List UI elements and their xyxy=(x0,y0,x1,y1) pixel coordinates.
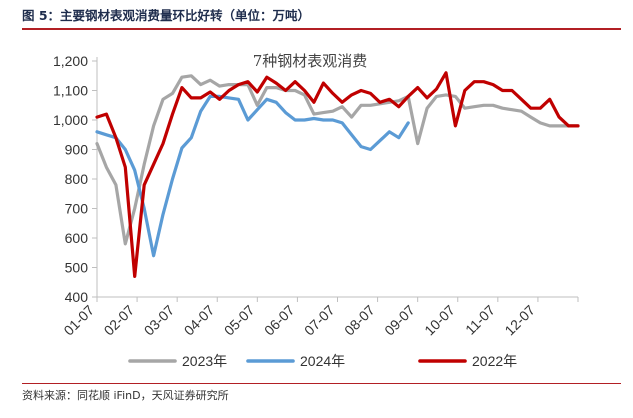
series-line-2023 xyxy=(95,74,580,246)
source-note: 资料来源：同花顺 iFinD，天风证券研究所 xyxy=(22,389,229,402)
y-tick-label: 1,100 xyxy=(53,83,88,99)
y-tick-label: 800 xyxy=(65,171,89,187)
y-tick-label: 1,200 xyxy=(53,53,88,69)
legend-label: 2022年 xyxy=(472,353,517,369)
legend: 2023年 2024年 2022年 xyxy=(128,353,517,369)
x-tick-label: 08-07 xyxy=(341,302,378,339)
y-tick-label: 400 xyxy=(65,289,89,305)
figure-caption: 图 5：主要钢材表观消费量环比好转（单位：万吨） xyxy=(22,8,311,23)
legend-label: 2024年 xyxy=(300,353,345,369)
x-tick-label: 04-07 xyxy=(181,302,218,339)
x-tick-label: 12-07 xyxy=(501,302,538,339)
series-lines xyxy=(95,71,580,278)
series-line-2022 xyxy=(95,71,580,278)
y-tick-label: 500 xyxy=(65,260,89,276)
x-tick-label: 03-07 xyxy=(141,302,178,339)
x-tick-label: 05-07 xyxy=(221,302,258,339)
y-tick-label: 1,000 xyxy=(53,112,88,128)
caption-rule xyxy=(22,28,621,30)
x-tick-label: 06-07 xyxy=(261,302,298,339)
x-tick-label: 10-07 xyxy=(421,302,458,339)
x-tick-label: 11-07 xyxy=(462,302,498,338)
legend-label: 2023年 xyxy=(182,353,227,369)
x-tick-label: 09-07 xyxy=(381,302,418,339)
y-axis: 400 500 600 700 800 900 1,000 1,100 1,200 xyxy=(53,53,98,305)
chart-title: 7种钢材表观消费 xyxy=(253,52,368,70)
y-tick-label: 600 xyxy=(65,230,89,246)
x-axis: 01-07 02-07 03-07 04-07 05-07 06-07 07-07 08-07… xyxy=(60,296,579,339)
x-tick-label: 07-07 xyxy=(301,302,338,339)
x-tick-label: 01-07 xyxy=(60,302,97,339)
y-tick-label: 900 xyxy=(65,142,89,158)
series-line-2024 xyxy=(95,94,410,258)
source-rule xyxy=(22,383,621,384)
y-tick-label: 700 xyxy=(65,201,89,217)
x-tick-label: 02-07 xyxy=(101,302,138,339)
